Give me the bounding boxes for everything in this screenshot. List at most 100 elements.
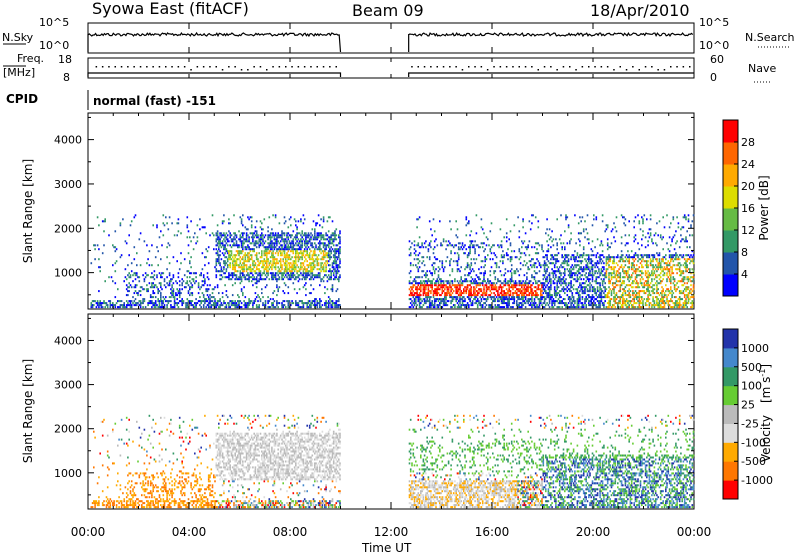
echo-cell (593, 300, 595, 303)
echo-cell (335, 274, 338, 277)
echo-cell (132, 296, 134, 299)
echo-cell (584, 292, 586, 295)
nave-dot (266, 69, 268, 71)
echo-cell (331, 266, 334, 269)
echo-cell (335, 238, 338, 241)
nsky-tick-bottom: 10^0 (39, 39, 69, 52)
echo-cell (103, 302, 105, 305)
echo-cell (622, 302, 624, 305)
echo-cell (638, 294, 641, 297)
echo-cell (308, 292, 311, 295)
echo-cell (523, 284, 526, 287)
echo-cell (278, 250, 281, 253)
echo-cell (240, 268, 243, 271)
echo-cell (296, 270, 298, 273)
echo-cell (278, 246, 281, 249)
echo-cell (284, 270, 287, 273)
echo-cell (642, 218, 644, 221)
echo-cell (247, 228, 249, 231)
echo-cell (119, 222, 122, 225)
echo-cell (483, 272, 485, 275)
echo-cell (420, 288, 422, 291)
echo-cell (613, 290, 615, 293)
echo-cell (233, 232, 235, 235)
echo-cell (319, 274, 321, 277)
echo-cell (634, 254, 637, 257)
echo-cell (282, 250, 284, 253)
echo-cell (413, 300, 416, 303)
echo-cell (598, 270, 600, 273)
nave-dot (625, 69, 628, 71)
echo-cell (269, 256, 272, 259)
echo-cell (290, 266, 292, 269)
echo-cell (263, 304, 266, 307)
echo-cell (160, 294, 162, 297)
echo-cell (176, 282, 178, 285)
echo-cell (416, 304, 418, 307)
echo-cell (580, 220, 582, 223)
echo-cell (305, 278, 307, 281)
echo-cell (238, 296, 240, 299)
echo-cell (585, 264, 587, 267)
echo-cell (466, 296, 469, 299)
echo-cell (331, 300, 334, 303)
echo-cell (503, 302, 505, 305)
echo-cell (283, 232, 286, 235)
echo-cell (576, 280, 579, 283)
echo-cell (543, 290, 546, 293)
echo-cell (266, 246, 268, 249)
echo-cell (98, 302, 100, 305)
echo-cell (433, 240, 436, 243)
echo-cell (288, 278, 291, 281)
echo-cell (418, 296, 421, 299)
echo-cell (215, 262, 218, 265)
echo-cell (499, 292, 502, 295)
echo-cell (262, 272, 264, 275)
echo-cell (452, 298, 455, 301)
echo-cell (545, 264, 547, 267)
echo-cell (248, 304, 250, 307)
echo-cell (273, 242, 276, 245)
echo-cell (564, 260, 566, 263)
echo-cell (314, 248, 316, 251)
echo-cell (300, 300, 302, 303)
echo-cell (463, 246, 465, 249)
echo-cell (527, 244, 529, 247)
echo-cell (240, 252, 243, 255)
echo-cell (600, 300, 603, 303)
echo-cell (495, 262, 498, 265)
echo-cell (124, 306, 127, 309)
echo-cell (325, 266, 327, 269)
echo-cell (257, 260, 259, 263)
echo-cell (314, 238, 316, 241)
echo-cell (565, 216, 567, 219)
echo-cell (266, 264, 268, 267)
echo-cell (325, 232, 327, 235)
echo-cell (235, 258, 238, 261)
echo-cell (588, 258, 590, 261)
echo-cell (224, 236, 226, 239)
echo-cell (439, 260, 441, 263)
echo-cell (207, 278, 210, 281)
echo-cell (476, 284, 479, 287)
echo-cell (338, 264, 340, 267)
echo-cell (291, 234, 293, 237)
echo-cell (484, 294, 486, 297)
echo-cell (109, 306, 112, 309)
echo-cell (456, 260, 459, 263)
echo-cell (628, 256, 630, 259)
echo-cell (317, 214, 320, 217)
echo-cell (298, 300, 301, 303)
echo-cell (605, 276, 608, 279)
echo-cell (540, 296, 542, 299)
echo-cell (508, 288, 510, 291)
echo-cell (608, 282, 610, 285)
echo-cell (509, 258, 512, 261)
echo-cell (264, 252, 267, 255)
echo-cell (298, 288, 301, 291)
echo-cell (207, 246, 210, 249)
echo-cell (426, 256, 428, 259)
echo-cell (417, 296, 420, 299)
echo-cell (624, 292, 627, 295)
echo-cell (487, 288, 489, 291)
